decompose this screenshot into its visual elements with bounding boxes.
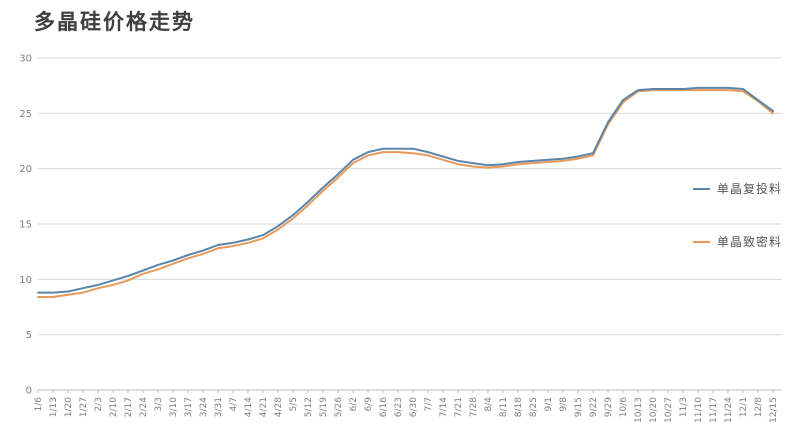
- x-axis-tick-label: 1/27: [79, 397, 89, 417]
- x-axis-tick-label: 6/30: [409, 397, 419, 417]
- x-axis-tick-label: 9/29: [604, 397, 614, 417]
- x-axis-tick-label: 1/6: [34, 397, 44, 412]
- x-axis-tick-label: 5/26: [334, 397, 344, 417]
- x-axis-tick-label: 4/21: [259, 397, 269, 417]
- x-axis-tick-label: 12/1: [739, 397, 749, 417]
- y-axis-tick-label: 15: [19, 220, 32, 231]
- y-axis-tick-label: 30: [19, 54, 32, 65]
- x-axis-tick-label: 7/21: [454, 397, 464, 417]
- x-axis-tick-label: 9/1: [544, 397, 554, 411]
- x-axis-tick-label: 8/4: [484, 397, 494, 412]
- x-axis-tick-label: 4/28: [274, 397, 284, 417]
- x-axis-tick-label: 3/3: [154, 397, 164, 411]
- y-axis-tick-label: 0: [26, 386, 32, 397]
- x-axis-tick-label: 11/3: [679, 397, 689, 417]
- x-axis-tick-label: 5/5: [289, 397, 299, 411]
- y-axis-tick-label: 5: [26, 330, 32, 341]
- x-axis-tick-label: 6/9: [364, 397, 374, 412]
- x-axis-tick-label: 11/10: [694, 397, 704, 423]
- x-axis-tick-label: 2/3: [94, 397, 104, 411]
- series-line-dense: [37, 89, 774, 298]
- x-axis-tick-label: 2/10: [109, 397, 119, 417]
- x-axis-tick-label: 11/24: [724, 397, 734, 423]
- x-axis-tick-label: 2/24: [139, 397, 149, 417]
- legend-item-recharge-poly: 单晶复投料: [692, 180, 782, 197]
- x-axis-tick-label: 8/11: [499, 397, 509, 417]
- y-axis-tick-label: 10: [19, 275, 32, 286]
- series-line-recharge: [37, 86, 774, 294]
- x-axis-tick-label: 3/17: [184, 397, 194, 417]
- x-axis-tick-label: 5/19: [319, 397, 329, 417]
- x-axis-tick-label: 3/31: [214, 397, 224, 417]
- x-axis-tick-label: 4/14: [244, 397, 254, 417]
- x-axis-tick-label: 8/18: [514, 397, 524, 417]
- x-axis-tick-label: 9/8: [559, 397, 569, 412]
- x-axis-tick-label: 12/8: [754, 397, 764, 417]
- x-axis-tick-label: 10/27: [664, 397, 674, 423]
- x-axis-tick-label: 2/17: [124, 397, 134, 417]
- blue-line-swatch-icon: [692, 187, 710, 190]
- x-axis-tick-label: 5/12: [304, 397, 314, 417]
- x-axis-tick-label: 3/10: [169, 397, 179, 417]
- legend-item-dense-poly: 单晶致密料: [692, 233, 782, 250]
- y-axis-tick-label: 25: [19, 109, 32, 120]
- x-axis-tick-label: 9/22: [589, 397, 599, 417]
- y-axis-tick-label: 20: [19, 164, 32, 175]
- x-axis-tick-label: 11/17: [709, 397, 719, 423]
- x-axis-tick-label: 10/13: [634, 397, 644, 423]
- x-axis-tick-label: 4/7: [229, 397, 239, 411]
- x-axis-tick-label: 1/13: [49, 397, 59, 417]
- x-axis-tick-label: 7/7: [424, 397, 434, 411]
- x-axis-tick-label: 6/16: [379, 397, 389, 417]
- chart-legend: 单晶复投料 单晶致密料: [692, 180, 782, 250]
- legend-label: 单晶复投料: [716, 182, 782, 196]
- x-axis-tick-label: 6/2: [349, 397, 359, 411]
- x-axis-tick-label: 1/20: [64, 397, 74, 417]
- x-axis-tick-label: 3/24: [199, 397, 209, 417]
- x-axis-tick-label: 7/28: [469, 397, 479, 417]
- x-axis-tick-label: 10/6: [619, 397, 629, 417]
- x-axis-tick-label: 12/15: [769, 397, 779, 423]
- x-axis-tick-label: 6/23: [394, 397, 404, 417]
- x-axis-tick-label: 8/25: [529, 397, 539, 417]
- x-axis-tick-label: 10/20: [649, 397, 659, 423]
- orange-line-swatch-icon: [692, 240, 710, 243]
- chart-title: 多晶硅价格走势: [34, 10, 195, 34]
- x-axis-tick-label: 7/14: [439, 397, 449, 417]
- legend-label: 单晶致密料: [716, 235, 782, 249]
- x-axis-tick-label: 9/15: [574, 397, 584, 417]
